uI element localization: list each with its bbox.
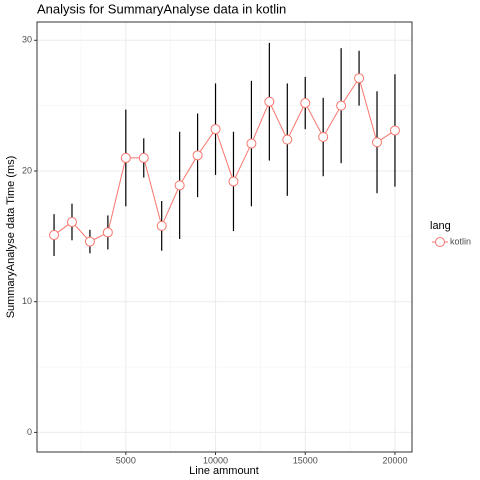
point (49, 230, 60, 241)
point (102, 227, 113, 238)
point (318, 132, 329, 143)
point (192, 150, 203, 161)
y-tick-label: 20 (22, 165, 32, 175)
point (156, 220, 167, 231)
y-tick-label: 10 (22, 296, 32, 306)
x-tick-label: 10000 (203, 455, 228, 465)
legend-title: lang (430, 220, 451, 232)
point (228, 176, 239, 187)
point (120, 152, 131, 163)
legend-label: kotlin (450, 236, 471, 246)
panel-border (36, 21, 413, 453)
point (389, 125, 400, 136)
series-line (53, 77, 396, 243)
point (84, 236, 95, 247)
point (246, 138, 257, 149)
point (210, 124, 221, 135)
legend-key-point (435, 237, 445, 247)
point (282, 134, 293, 145)
y-tick-label: 30 (22, 35, 32, 45)
point (264, 96, 275, 107)
point (174, 180, 185, 191)
x-tick-label: 15000 (293, 455, 318, 465)
y-tick-label: 0 (27, 427, 32, 437)
y-axis-label: SummaryAnalyse data Time (ms) (5, 156, 17, 319)
x-axis-label: Line ammount (189, 465, 259, 477)
point (300, 98, 311, 109)
chart-title: Analysis for SummaryAnalyse data in kotl… (37, 1, 286, 16)
point (354, 73, 365, 84)
x-tick-label: 20000 (382, 455, 407, 465)
x-tick-label: 5000 (116, 455, 136, 465)
point (66, 216, 77, 227)
point (138, 152, 149, 163)
point (336, 100, 347, 111)
point (372, 137, 383, 148)
